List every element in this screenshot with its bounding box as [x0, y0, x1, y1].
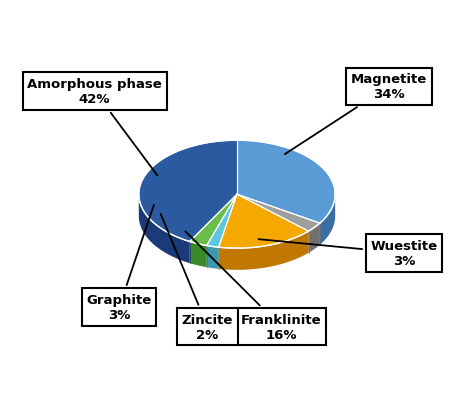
Polygon shape [309, 224, 320, 253]
Polygon shape [190, 195, 237, 246]
Polygon shape [237, 141, 335, 224]
Text: Wuestite
3%: Wuestite 3% [258, 240, 438, 267]
Polygon shape [190, 242, 207, 267]
Text: Amorphous phase
42%: Amorphous phase 42% [27, 78, 162, 176]
Polygon shape [320, 195, 335, 245]
Text: Zincite
2%: Zincite 2% [161, 214, 233, 341]
Polygon shape [139, 195, 190, 263]
Polygon shape [207, 246, 219, 269]
Polygon shape [219, 195, 309, 249]
Text: Franklinite
16%: Franklinite 16% [185, 232, 321, 341]
Polygon shape [139, 216, 335, 270]
Polygon shape [219, 231, 309, 270]
Polygon shape [207, 195, 237, 247]
Text: Magnetite
34%: Magnetite 34% [285, 73, 427, 155]
Polygon shape [237, 195, 320, 231]
Text: Graphite
3%: Graphite 3% [87, 205, 154, 321]
Polygon shape [139, 141, 237, 242]
